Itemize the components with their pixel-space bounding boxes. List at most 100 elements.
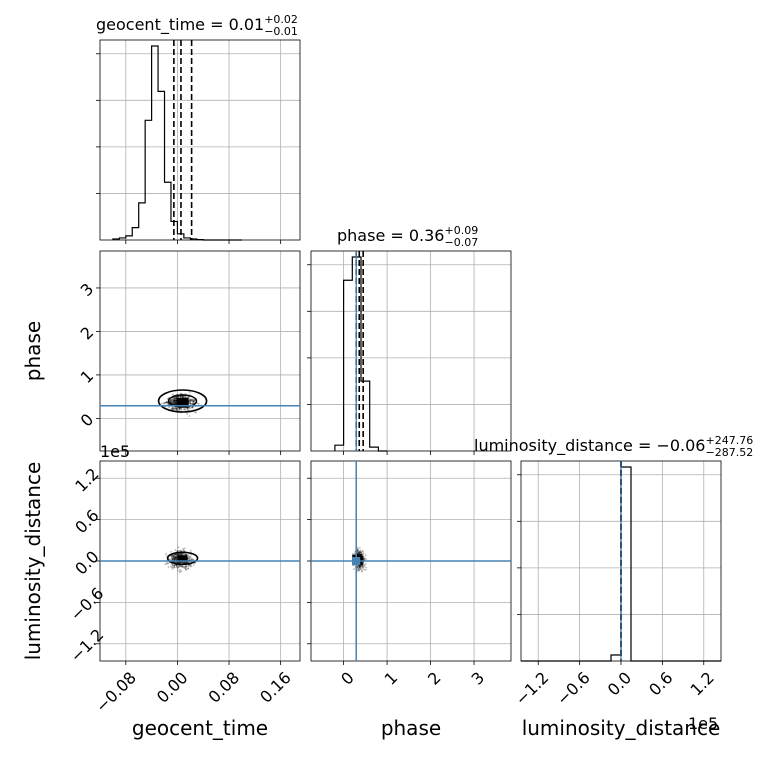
- sample-point: [360, 551, 362, 554]
- sample-point: [175, 408, 178, 410]
- histogram-geocent-time: [112, 45, 242, 241]
- sample-point: [358, 569, 361, 572]
- x-axis-label-luminosity-distance: luminosity_distance: [522, 716, 721, 740]
- sample-point: [361, 558, 364, 561]
- sample-point: [357, 569, 360, 572]
- sample-point: [361, 556, 363, 558]
- sample-point: [173, 399, 175, 402]
- sample-point: [180, 553, 182, 556]
- sample-point: [176, 561, 179, 564]
- sample-point: [360, 555, 363, 558]
- sample-point: [175, 407, 178, 410]
- sample-point: [364, 569, 367, 571]
- sample-point: [170, 555, 173, 558]
- sample-point: [365, 566, 367, 569]
- sample-point: [194, 399, 197, 402]
- x-tick-label: 0: [337, 668, 358, 689]
- sample-point: [174, 549, 177, 551]
- sample-point: [171, 558, 174, 561]
- sample-point: [175, 565, 178, 568]
- title-minus: −287.52: [705, 446, 753, 459]
- sample-point: [362, 565, 365, 568]
- sample-point: [358, 553, 361, 555]
- sample-point: [175, 554, 178, 557]
- sample-point: [191, 402, 194, 405]
- sample-point: [175, 556, 177, 559]
- sample-point: [363, 563, 365, 566]
- x-tick-label: 0.16: [256, 668, 295, 707]
- sample-point: [172, 407, 174, 409]
- sample-point: [183, 549, 186, 552]
- sample-point: [173, 402, 176, 405]
- title-plus: +0.09: [444, 224, 478, 237]
- sample-point: [174, 398, 177, 401]
- density-core: [176, 398, 189, 405]
- y-tick-label: 0.6: [71, 506, 102, 537]
- sample-point: [175, 558, 178, 560]
- sample-point: [356, 550, 359, 553]
- sample-point: [358, 567, 361, 570]
- sample-point: [174, 397, 176, 399]
- sample-point: [362, 556, 364, 559]
- sample-point: [180, 407, 183, 410]
- sample-point: [173, 564, 176, 567]
- sample-point: [174, 554, 176, 556]
- sample-point: [174, 401, 177, 404]
- sample-point: [357, 551, 360, 553]
- sample-point: [180, 553, 183, 556]
- sample-point: [184, 553, 187, 556]
- sample-point: [358, 547, 361, 549]
- sample-point: [175, 556, 178, 558]
- sample-point: [182, 562, 185, 564]
- sample-point: [176, 569, 179, 572]
- sample-point: [174, 399, 177, 402]
- sample-point: [358, 552, 360, 555]
- sample-point: [359, 568, 362, 571]
- sample-point: [179, 549, 182, 552]
- sample-point: [188, 415, 191, 417]
- sample-point: [356, 548, 359, 551]
- sample-point: [358, 565, 361, 568]
- sample-point: [353, 568, 355, 571]
- sample-point: [177, 553, 180, 556]
- sample-point: [164, 563, 167, 566]
- sample-point: [358, 565, 361, 568]
- sample-point: [171, 400, 174, 403]
- sample-point: [180, 561, 182, 564]
- sample-point: [172, 555, 175, 558]
- sample-point: [193, 399, 196, 401]
- sample-point: [192, 401, 195, 404]
- sample-point: [175, 553, 177, 556]
- sample-point: [190, 565, 193, 567]
- sample-point: [362, 558, 365, 560]
- sample-point: [189, 402, 192, 405]
- x-tick-label: −0.6: [553, 668, 594, 709]
- sample-point: [178, 561, 181, 564]
- sample-point: [362, 556, 365, 559]
- sample-point: [361, 563, 364, 566]
- sample-point: [176, 407, 179, 410]
- sample-point: [362, 558, 364, 561]
- sample-point: [175, 564, 178, 567]
- sample-point: [191, 406, 194, 409]
- sample-point: [361, 566, 364, 569]
- sample-point: [186, 413, 189, 416]
- sample-point: [172, 566, 174, 569]
- title-median: 0.36: [409, 226, 445, 245]
- sample-point: [360, 555, 363, 558]
- sample-point: [177, 409, 180, 412]
- sample-point: [190, 398, 192, 401]
- sample-point: [170, 557, 173, 560]
- title-median: 0.01: [229, 15, 265, 34]
- sample-point: [361, 553, 364, 556]
- sample-point: [172, 556, 175, 559]
- sample-point: [185, 566, 187, 569]
- sample-point: [173, 402, 176, 405]
- sample-point: [188, 557, 191, 559]
- sample-point: [166, 401, 168, 404]
- sample-point: [178, 408, 181, 411]
- sample-point: [170, 565, 172, 568]
- sample-point: [192, 400, 195, 403]
- sample-point: [175, 408, 178, 410]
- panel-title-phase: phase = 0.36+0.09: [337, 224, 478, 245]
